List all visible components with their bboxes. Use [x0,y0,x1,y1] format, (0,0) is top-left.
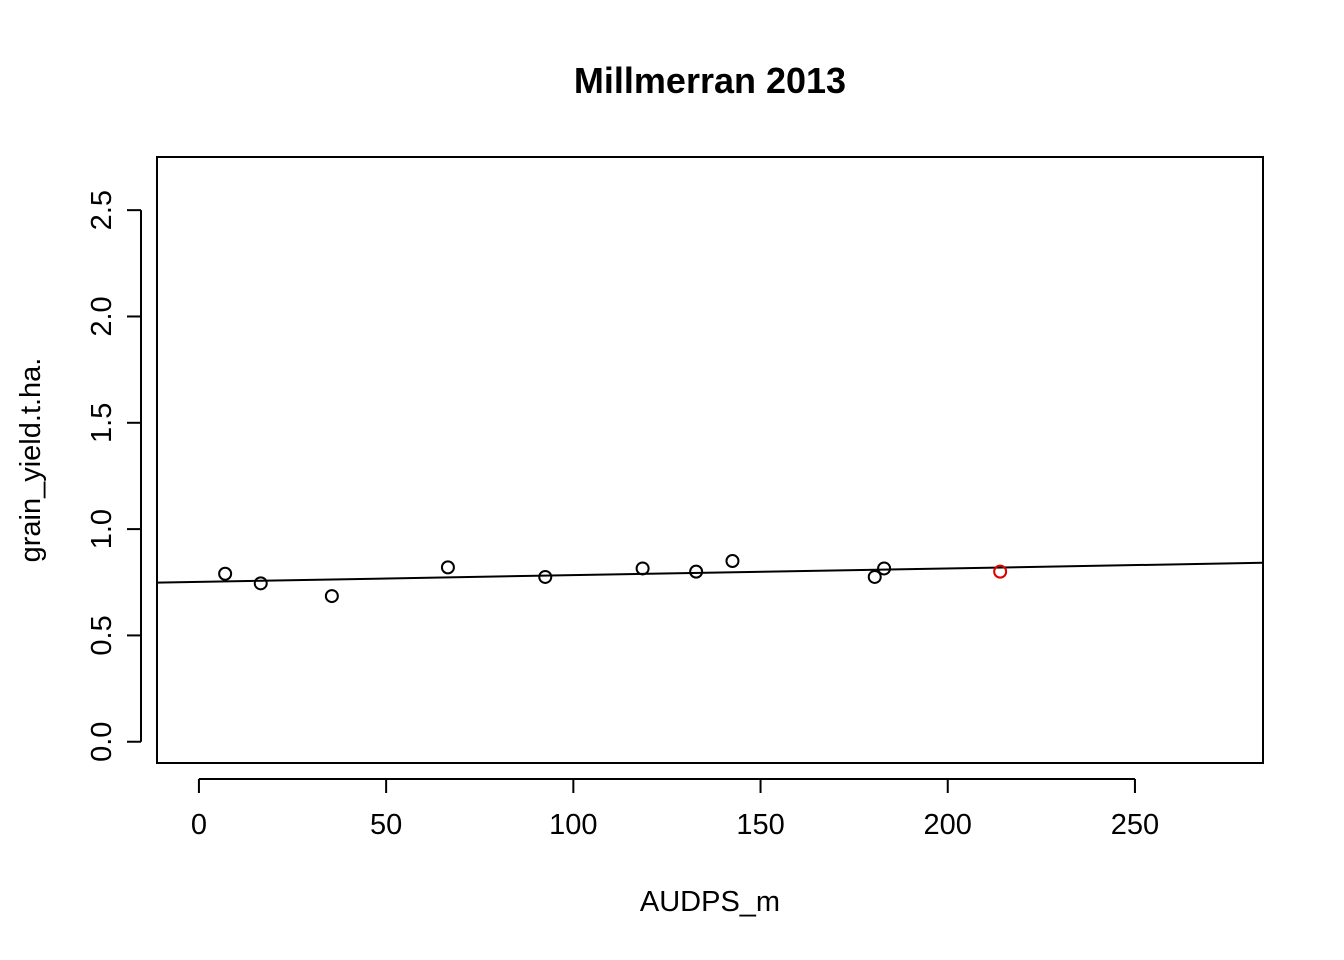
data-point [877,561,892,576]
x-tick-label: 150 [736,809,784,841]
y-axis: 0.0 0.5 1.0 1.5 2.0 2.5 [86,190,142,762]
x-tick-label: 100 [549,809,597,841]
x-tick-label: 0 [191,809,207,841]
data-point [993,564,1008,579]
x-tick-label: 200 [924,809,972,841]
data-point [725,554,740,568]
x-axis-label: AUDPS_m [640,886,780,918]
y-tick-label: 0.0 [86,722,118,762]
data-point [253,576,268,591]
data-point [538,569,553,584]
chart-title: Millmerran 2013 [574,60,846,101]
data-point [635,561,650,576]
regression-line-group [156,561,1264,584]
data-point [324,589,339,604]
y-tick-label: 1.0 [86,509,118,549]
data-point [218,566,233,581]
data-point [689,564,704,579]
y-tick-label: 1.5 [86,403,118,443]
x-tick-label: 50 [370,809,402,841]
data-point [440,560,455,575]
y-tick-label: 2.0 [86,296,118,336]
y-axis-label: grain_yield.t.ha. [15,358,47,563]
y-tick-label: 2.5 [86,190,118,230]
y-tick-label: 0.5 [86,615,118,655]
points-group [218,554,1008,604]
x-axis: 0 50 100 150 200 250 [191,778,1159,841]
regression-line [156,561,1264,584]
plot-area [156,156,1264,764]
x-tick-label: 250 [1111,809,1159,841]
data-point [867,569,882,584]
